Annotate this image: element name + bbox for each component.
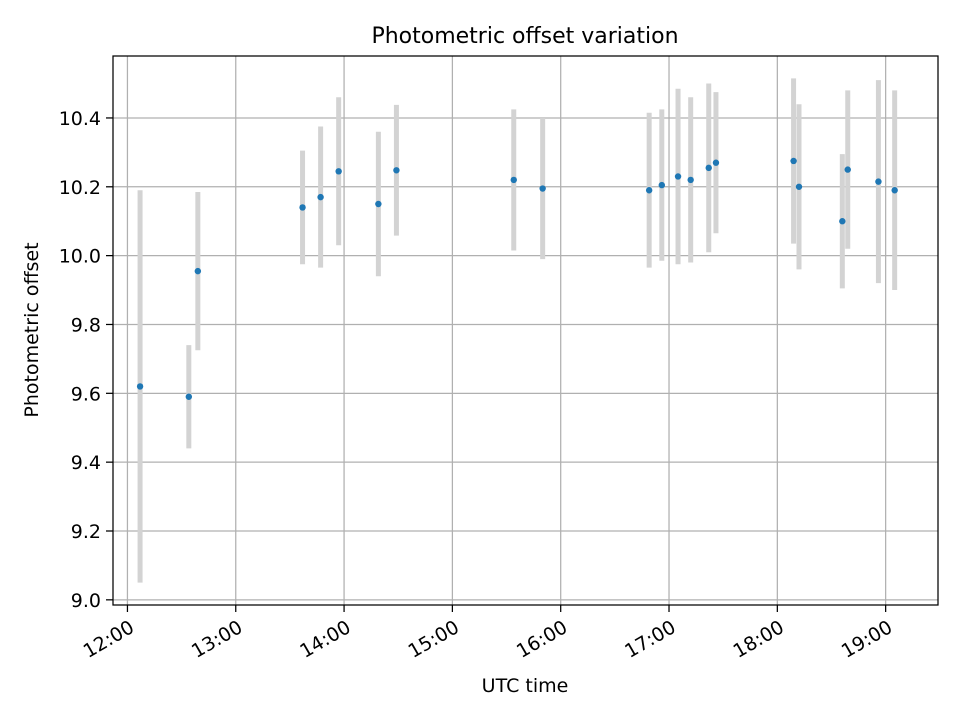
y-tick-label: 9.0 bbox=[71, 590, 101, 612]
x-tick-label: 18:00 bbox=[729, 616, 787, 662]
plot-frame bbox=[112, 55, 939, 606]
y-tick-label: 10.0 bbox=[59, 246, 101, 268]
x-tick-label: 12:00 bbox=[80, 616, 138, 662]
data-point bbox=[790, 157, 797, 165]
data-point bbox=[510, 176, 517, 184]
data-point bbox=[844, 166, 851, 173]
data-point bbox=[539, 185, 546, 192]
data-point bbox=[674, 173, 682, 180]
x-tick-label: 13:00 bbox=[188, 616, 246, 662]
x-tick-label: 19:00 bbox=[838, 616, 896, 662]
x-tick-label: 16:00 bbox=[513, 616, 571, 662]
error-bars bbox=[137, 78, 898, 583]
data-point bbox=[712, 159, 720, 166]
x-tick-label: 14:00 bbox=[296, 616, 354, 662]
y-ticks: 9.0 9.2 9.4 9.6 9.8 10.0 10.2 10.4 bbox=[59, 108, 113, 612]
y-tick-label: 9.2 bbox=[71, 521, 101, 543]
data-point bbox=[875, 178, 882, 185]
grid-lines bbox=[113, 56, 938, 605]
x-ticks: 12:00 13:00 14:00 15:00 16:00 17:00 18:00 19:00 bbox=[80, 605, 896, 663]
x-tick-label: 15:00 bbox=[405, 616, 463, 662]
data-point bbox=[645, 187, 653, 194]
data-point bbox=[658, 181, 665, 189]
data-point bbox=[299, 204, 306, 211]
data-point bbox=[335, 168, 342, 175]
x-tick-label: 17:00 bbox=[621, 616, 679, 662]
y-axis-label: Photometric offset bbox=[21, 242, 43, 417]
data-point bbox=[375, 200, 382, 208]
x-axis-label: UTC time bbox=[482, 675, 569, 697]
data-point bbox=[795, 183, 803, 190]
chart-title: Photometric offset variation bbox=[371, 24, 678, 49]
y-tick-label: 9.8 bbox=[71, 314, 101, 336]
data-point bbox=[705, 164, 712, 172]
y-tick-label: 9.4 bbox=[71, 452, 101, 474]
data-point bbox=[194, 267, 202, 275]
data-point bbox=[839, 218, 846, 225]
data-point bbox=[136, 383, 144, 390]
data-point bbox=[317, 193, 324, 201]
data-points bbox=[136, 157, 898, 400]
y-tick-label: 10.2 bbox=[59, 177, 101, 199]
data-point bbox=[891, 187, 898, 194]
y-tick-label: 10.4 bbox=[59, 108, 101, 130]
y-tick-label: 9.6 bbox=[71, 383, 101, 405]
data-point bbox=[393, 167, 400, 174]
data-point bbox=[185, 393, 193, 400]
data-point bbox=[687, 176, 694, 184]
